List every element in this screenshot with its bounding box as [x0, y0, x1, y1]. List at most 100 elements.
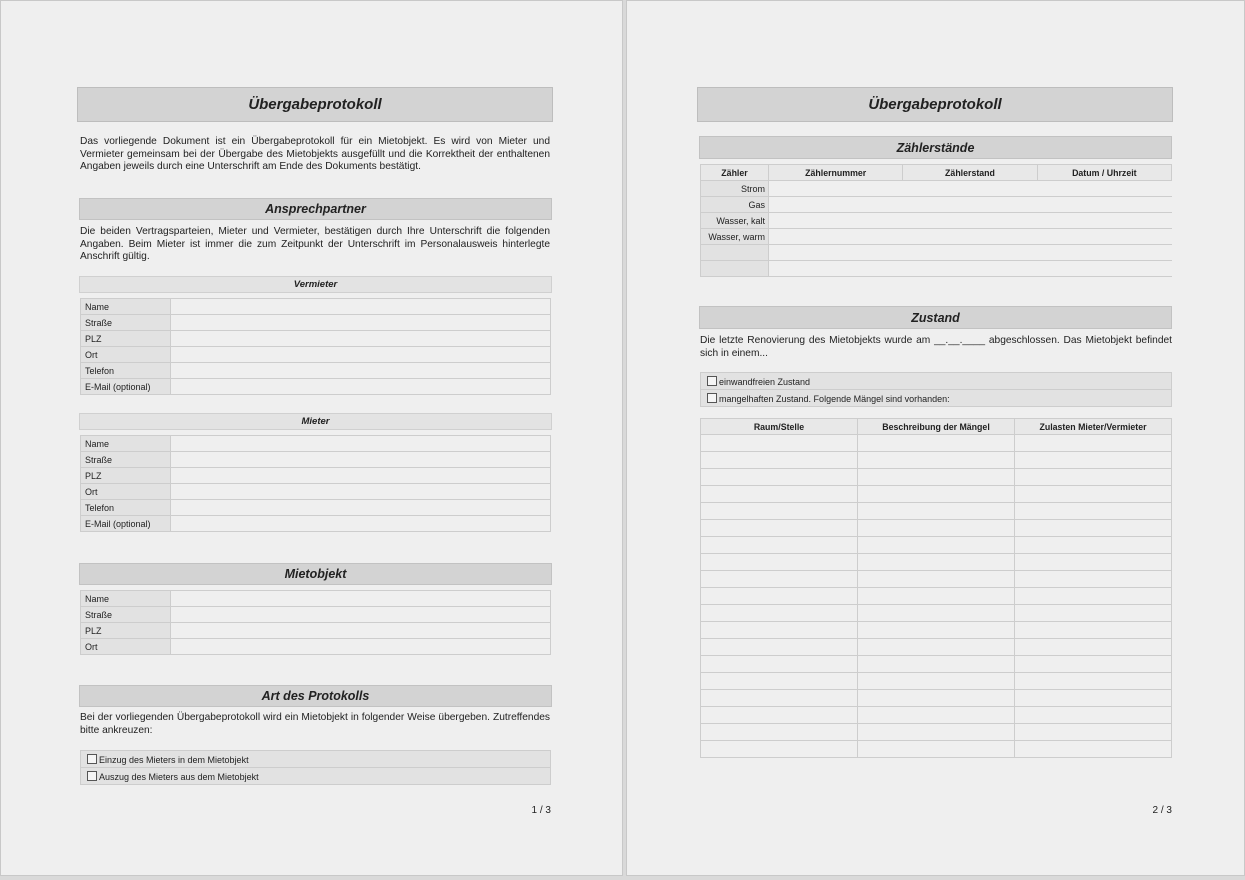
defect-cell-input[interactable]	[1014, 451, 1172, 469]
meter-value-input[interactable]	[768, 260, 903, 277]
checkbox[interactable]	[87, 753, 97, 764]
field-value-input[interactable]	[170, 378, 551, 395]
meter-value-input[interactable]	[768, 196, 903, 213]
defect-cell-input[interactable]	[700, 519, 858, 537]
meter-value-input[interactable]	[768, 244, 903, 261]
defect-cell-input[interactable]	[857, 672, 1015, 690]
defect-cell-input[interactable]	[1014, 706, 1172, 724]
option-cell[interactable]: mangelhaften Zustand. Folgende Mängel si…	[700, 389, 1172, 407]
defect-cell-input[interactable]	[1014, 485, 1172, 503]
defect-cell-input[interactable]	[857, 536, 1015, 554]
defect-cell-input[interactable]	[857, 655, 1015, 673]
defect-cell-input[interactable]	[1014, 519, 1172, 537]
field-value-input[interactable]	[170, 515, 551, 532]
field-value-input[interactable]	[170, 622, 551, 639]
meter-value-input[interactable]	[1037, 180, 1172, 197]
defect-cell-input[interactable]	[1014, 468, 1172, 486]
defect-cell-input[interactable]	[857, 434, 1015, 452]
defect-cell-input[interactable]	[1014, 638, 1172, 656]
defect-cell-input[interactable]	[700, 587, 858, 605]
meter-value-input[interactable]	[1037, 196, 1172, 213]
defect-cell-input[interactable]	[857, 570, 1015, 588]
defect-cell-input[interactable]	[1014, 604, 1172, 622]
meter-value-input[interactable]	[902, 212, 1038, 229]
meter-value-input[interactable]	[768, 180, 903, 197]
checkbox[interactable]	[707, 375, 717, 386]
meter-value-input[interactable]	[768, 228, 903, 245]
defect-cell-input[interactable]	[700, 434, 858, 452]
defect-cell-input[interactable]	[700, 638, 858, 656]
defect-cell-input[interactable]	[857, 621, 1015, 639]
field-value-input[interactable]	[170, 638, 551, 655]
defect-cell-input[interactable]	[1014, 570, 1172, 588]
meter-value-input[interactable]	[1037, 260, 1172, 277]
defect-cell-input[interactable]	[700, 536, 858, 554]
defect-cell-input[interactable]	[1014, 502, 1172, 520]
defect-cell-input[interactable]	[857, 502, 1015, 520]
meter-value-input[interactable]	[768, 212, 903, 229]
defect-cell-input[interactable]	[1014, 553, 1172, 571]
defect-cell-input[interactable]	[857, 706, 1015, 724]
defect-cell-input[interactable]	[857, 587, 1015, 605]
defect-cell-input[interactable]	[700, 672, 858, 690]
defect-cell-input[interactable]	[857, 468, 1015, 486]
defect-cell-input[interactable]	[1014, 434, 1172, 452]
defect-cell-input[interactable]	[857, 638, 1015, 656]
field-value-input[interactable]	[170, 606, 551, 623]
defect-cell-input[interactable]	[857, 451, 1015, 469]
meter-value-input[interactable]	[902, 260, 1038, 277]
defect-cell-input[interactable]	[700, 502, 858, 520]
checkbox[interactable]	[87, 770, 97, 781]
defect-cell-input[interactable]	[700, 604, 858, 622]
defect-cell-input[interactable]	[1014, 536, 1172, 554]
defect-cell-input[interactable]	[700, 468, 858, 486]
meter-value-input[interactable]	[902, 228, 1038, 245]
defect-cell-input[interactable]	[700, 451, 858, 469]
meter-value-input[interactable]	[902, 244, 1038, 261]
defect-cell-input[interactable]	[857, 553, 1015, 571]
defect-cell-input[interactable]	[700, 570, 858, 588]
defect-cell-input[interactable]	[857, 723, 1015, 741]
meter-value-input[interactable]	[1037, 228, 1172, 245]
defect-cell-input[interactable]	[1014, 672, 1172, 690]
defect-cell-input[interactable]	[700, 621, 858, 639]
defect-cell-input[interactable]	[857, 519, 1015, 537]
field-value-input[interactable]	[170, 346, 551, 363]
field-label: Ort	[80, 346, 171, 363]
meter-value-input[interactable]	[902, 196, 1038, 213]
field-value-input[interactable]	[170, 298, 551, 315]
option-cell[interactable]: Einzug des Mieters in dem Mietobjekt	[80, 750, 551, 768]
meter-value-input[interactable]	[1037, 244, 1172, 261]
field-value-input[interactable]	[170, 330, 551, 347]
defect-cell-input[interactable]	[700, 706, 858, 724]
defect-cell-input[interactable]	[857, 689, 1015, 707]
field-value-input[interactable]	[170, 483, 551, 500]
defect-cell-input[interactable]	[857, 740, 1015, 758]
field-value-input[interactable]	[170, 314, 551, 331]
field-value-input[interactable]	[170, 467, 551, 484]
meter-value-input[interactable]	[902, 180, 1038, 197]
defect-cell-input[interactable]	[1014, 621, 1172, 639]
defect-cell-input[interactable]	[700, 485, 858, 503]
field-value-input[interactable]	[170, 435, 551, 452]
field-value-input[interactable]	[170, 590, 551, 607]
defect-cell-input[interactable]	[700, 689, 858, 707]
defect-cell-input[interactable]	[700, 723, 858, 741]
option-cell[interactable]: einwandfreien Zustand	[700, 372, 1172, 390]
field-value-input[interactable]	[170, 362, 551, 379]
defect-cell-input[interactable]	[700, 655, 858, 673]
option-cell[interactable]: Auszug des Mieters aus dem Mietobjekt	[80, 767, 551, 785]
defect-cell-input[interactable]	[857, 604, 1015, 622]
defect-cell-input[interactable]	[857, 485, 1015, 503]
defect-cell-input[interactable]	[1014, 587, 1172, 605]
defect-cell-input[interactable]	[1014, 723, 1172, 741]
field-value-input[interactable]	[170, 451, 551, 468]
defect-cell-input[interactable]	[700, 553, 858, 571]
defect-cell-input[interactable]	[1014, 740, 1172, 758]
checkbox[interactable]	[707, 392, 717, 403]
field-value-input[interactable]	[170, 499, 551, 516]
defect-cell-input[interactable]	[1014, 689, 1172, 707]
defect-cell-input[interactable]	[1014, 655, 1172, 673]
meter-value-input[interactable]	[1037, 212, 1172, 229]
defect-cell-input[interactable]	[700, 740, 858, 758]
